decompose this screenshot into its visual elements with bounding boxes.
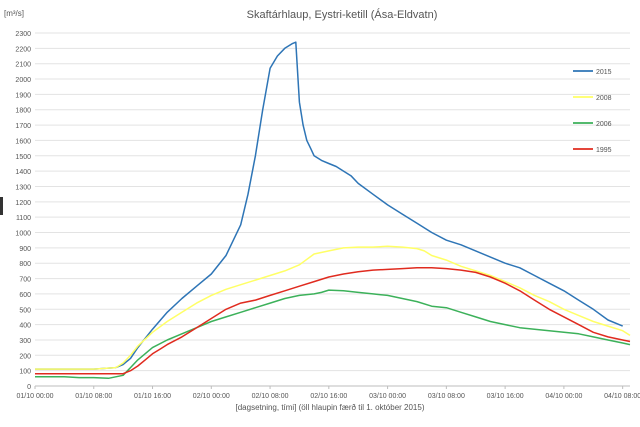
series-lines xyxy=(35,41,631,380)
y-axis-label: [m³/s] xyxy=(4,9,24,18)
x-tick-label: 03/10 00:00 xyxy=(369,393,406,400)
y-tick-label: 700 xyxy=(19,277,31,284)
series-line-2008 xyxy=(35,245,631,370)
y-tick-label: 2300 xyxy=(15,31,31,38)
y-tick-label: 1900 xyxy=(15,92,31,99)
x-tick-label: 03/10 08:00 xyxy=(428,393,465,400)
x-tick-label: 02/10 00:00 xyxy=(193,393,230,400)
y-tick-label: 1200 xyxy=(15,200,31,207)
y-tick-label: 1500 xyxy=(15,154,31,161)
chart-title: Skaftárhlaup, Eystri-ketill (Ása-Eldvatn… xyxy=(247,8,438,21)
y-tick-label: 1000 xyxy=(15,231,31,238)
page-edge-marker xyxy=(0,197,3,215)
legend-label-2006: 2006 xyxy=(596,121,612,128)
y-tick-label: 200 xyxy=(19,353,31,360)
y-tick-label: 900 xyxy=(19,246,31,253)
y-tick-label: 1800 xyxy=(15,108,31,115)
y-tick-label: 1300 xyxy=(15,184,31,191)
y-tick-label: 0 xyxy=(27,384,31,391)
y-tick-label: 1100 xyxy=(16,215,31,222)
y-tick-label: 2000 xyxy=(15,77,31,84)
y-tick-label: 2200 xyxy=(15,46,31,53)
y-tick-label: 1400 xyxy=(15,169,31,176)
series-line-1995 xyxy=(35,267,631,375)
y-tick-label: 1700 xyxy=(15,123,31,130)
x-tick-label: 04/10 00:00 xyxy=(545,393,582,400)
y-tick-label: 100 xyxy=(19,369,31,376)
legend-label-1995: 1995 xyxy=(596,147,612,154)
y-tick-label: 300 xyxy=(19,338,31,345)
y-tick-label: 500 xyxy=(19,307,31,314)
series-line-2006 xyxy=(35,289,631,380)
y-tick-label: 600 xyxy=(19,292,31,299)
x-axis-label: [dagsetning, tími] (öll hlaupin færð til… xyxy=(236,403,425,412)
x-tick-label: 02/10 08:00 xyxy=(252,393,289,400)
x-tick-label: 01/10 00:00 xyxy=(17,393,54,400)
series-line-2015 xyxy=(35,41,623,370)
legend-label-2008: 2008 xyxy=(596,95,612,102)
y-tick-label: 400 xyxy=(19,323,31,330)
x-tick-label: 01/10 08:00 xyxy=(75,393,112,400)
legend-label-2015: 2015 xyxy=(596,69,612,76)
y-tick-label: 800 xyxy=(19,261,31,268)
legend: 2015 2008 2006 1995 xyxy=(573,69,612,154)
x-tick-label: 02/10 16:00 xyxy=(310,393,347,400)
grid-lines xyxy=(35,32,630,387)
x-tick-label: 01/10 16:00 xyxy=(134,393,171,400)
y-tick-label: 2100 xyxy=(15,62,31,69)
y-tick-label: 1600 xyxy=(15,138,31,145)
x-tick-label: 03/10 16:00 xyxy=(487,393,524,400)
x-tick-label: 04/10 08:00 xyxy=(604,393,640,400)
axes: 0 100 200 300 400 500 600 700 800 900 1000 1100 1200… xyxy=(15,31,640,400)
